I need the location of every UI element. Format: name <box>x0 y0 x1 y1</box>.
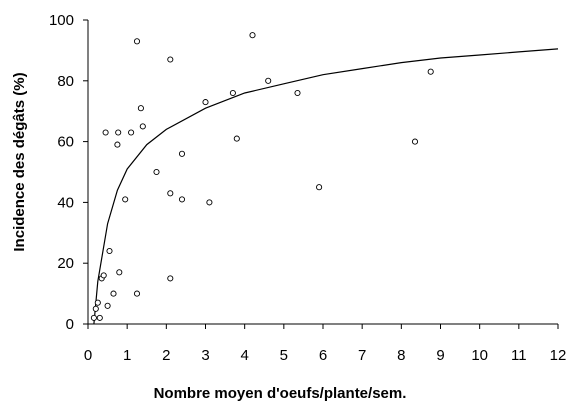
scatter-points <box>90 32 434 321</box>
y-tick-label: 20 <box>57 255 74 272</box>
x-tick-label: 4 <box>240 347 248 364</box>
data-point <box>137 105 144 112</box>
y-tick-label: 100 <box>49 12 74 29</box>
y-tick-label: 60 <box>57 134 74 151</box>
data-point <box>178 150 186 157</box>
data-point <box>122 196 129 203</box>
x-tick-label: 10 <box>471 347 488 364</box>
data-point <box>133 290 141 297</box>
data-point <box>294 89 301 97</box>
data-point <box>96 314 103 321</box>
x-tick-label: 8 <box>397 347 405 364</box>
y-tick-label: 40 <box>57 194 74 211</box>
data-point <box>92 305 99 312</box>
data-point <box>139 123 146 130</box>
data-point <box>110 290 117 297</box>
x-tick-label: 1 <box>123 347 131 364</box>
x-tick-label: 6 <box>319 347 327 364</box>
x-tick-label: 3 <box>201 347 209 364</box>
data-point <box>102 129 109 136</box>
x-tick-label: 12 <box>550 347 567 364</box>
data-point <box>229 89 236 97</box>
x-tick-label: 2 <box>162 347 170 364</box>
data-point <box>167 56 174 63</box>
data-point <box>114 141 121 148</box>
y-axis-ticks: 0 20 40 60 80 100 <box>49 12 88 333</box>
data-point <box>100 272 107 279</box>
data-point <box>106 247 113 255</box>
data-point <box>90 314 97 321</box>
data-point <box>249 32 256 39</box>
data-point <box>115 129 122 136</box>
data-point <box>233 135 240 142</box>
data-point <box>202 99 209 106</box>
x-tick-label: 0 <box>84 347 92 364</box>
data-point <box>206 199 213 206</box>
x-tick-label: 9 <box>436 347 444 364</box>
data-point <box>133 38 141 45</box>
x-axis-ticks: 0 1 2 3 4 5 6 7 8 9 10 11 12 <box>84 324 567 364</box>
data-point <box>265 77 272 84</box>
data-point <box>167 190 174 197</box>
x-tick-label: 7 <box>358 347 366 364</box>
data-point <box>116 269 123 276</box>
data-point <box>178 196 186 203</box>
y-tick-label: 0 <box>66 316 74 333</box>
data-point <box>427 68 434 75</box>
y-tick-label: 80 <box>57 73 74 90</box>
data-point <box>411 138 419 145</box>
data-point <box>153 168 160 176</box>
data-point <box>167 275 174 282</box>
data-point <box>94 299 101 306</box>
y-axis-title: Incidence des dégâts (%) <box>11 72 28 251</box>
data-point <box>104 302 111 309</box>
fit-curve-line <box>93 48 559 325</box>
x-tick-label: 11 <box>511 347 527 364</box>
data-point <box>128 129 135 136</box>
x-tick-label: 5 <box>280 347 288 364</box>
data-point <box>316 184 323 191</box>
x-axis-title: Nombre moyen d'oeufs/plante/sem. <box>154 385 407 402</box>
